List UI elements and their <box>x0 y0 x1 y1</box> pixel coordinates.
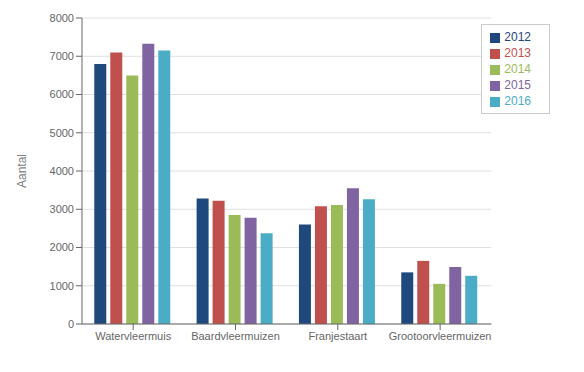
svg-text:Aantal: Aantal <box>15 154 29 188</box>
svg-text:2000: 2000 <box>50 241 74 253</box>
svg-text:Baardvleermuizen: Baardvleermuizen <box>191 330 280 342</box>
svg-text:0: 0 <box>68 318 74 330</box>
svg-text:Franjestaart: Franjestaart <box>308 330 367 342</box>
svg-text:1000: 1000 <box>50 280 74 292</box>
svg-text:Watervleermuis: Watervleermuis <box>95 330 171 342</box>
html-text:2016: 2016 <box>504 94 531 108</box>
svg-text:8000: 8000 <box>50 12 74 24</box>
html-text:2013: 2013 <box>504 46 531 60</box>
html-text:2015: 2015 <box>504 78 531 92</box>
svg-text:6000: 6000 <box>50 88 74 100</box>
svg-text:7000: 7000 <box>50 50 74 62</box>
html-text:2012: 2012 <box>504 30 531 44</box>
svg-text:4000: 4000 <box>50 165 74 177</box>
svg-text:Grootoorvleermuizen: Grootoorvleermuizen <box>389 330 492 342</box>
html-text:2014: 2014 <box>504 62 531 76</box>
svg-text:3000: 3000 <box>50 203 74 215</box>
svg-text:5000: 5000 <box>50 127 74 139</box>
